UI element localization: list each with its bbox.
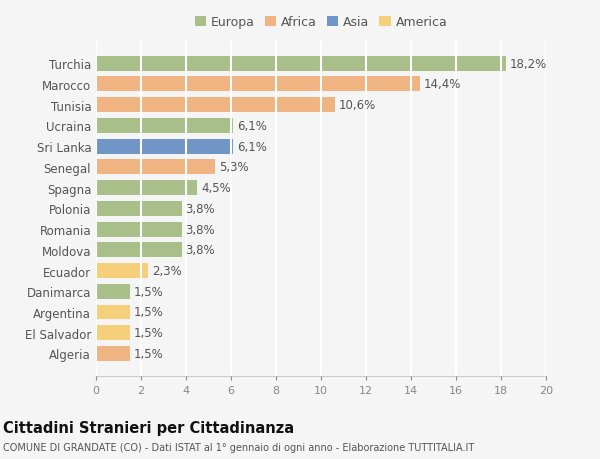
Text: 1,5%: 1,5%: [134, 306, 164, 319]
Bar: [96, 118, 233, 134]
Bar: [96, 243, 182, 257]
Bar: [96, 263, 148, 278]
Text: 2,3%: 2,3%: [152, 264, 182, 277]
Text: 5,3%: 5,3%: [220, 161, 249, 174]
Bar: [96, 325, 130, 341]
Text: 6,1%: 6,1%: [238, 120, 267, 133]
Text: 3,8%: 3,8%: [185, 244, 215, 257]
Text: 4,5%: 4,5%: [202, 182, 231, 195]
Text: 14,4%: 14,4%: [424, 78, 461, 91]
Bar: [96, 56, 505, 72]
Bar: [96, 140, 233, 154]
Bar: [96, 202, 182, 216]
Text: Cittadini Stranieri per Cittadinanza: Cittadini Stranieri per Cittadinanza: [3, 420, 294, 435]
Bar: [96, 346, 130, 361]
Bar: [96, 284, 130, 299]
Bar: [96, 222, 182, 237]
Text: 1,5%: 1,5%: [134, 285, 164, 298]
Legend: Europa, Africa, Asia, America: Europa, Africa, Asia, America: [192, 14, 450, 32]
Text: 1,5%: 1,5%: [134, 347, 164, 360]
Text: 18,2%: 18,2%: [509, 57, 547, 71]
Text: 6,1%: 6,1%: [238, 140, 267, 153]
Text: 3,8%: 3,8%: [185, 202, 215, 215]
Bar: [96, 305, 130, 320]
Bar: [96, 98, 335, 113]
Bar: [96, 160, 215, 175]
Text: 3,8%: 3,8%: [185, 223, 215, 236]
Bar: [96, 181, 197, 196]
Text: 1,5%: 1,5%: [134, 326, 164, 340]
Text: COMUNE DI GRANDATE (CO) - Dati ISTAT al 1° gennaio di ogni anno - Elaborazione T: COMUNE DI GRANDATE (CO) - Dati ISTAT al …: [3, 442, 474, 452]
Text: 10,6%: 10,6%: [338, 99, 376, 112]
Bar: [96, 77, 420, 92]
